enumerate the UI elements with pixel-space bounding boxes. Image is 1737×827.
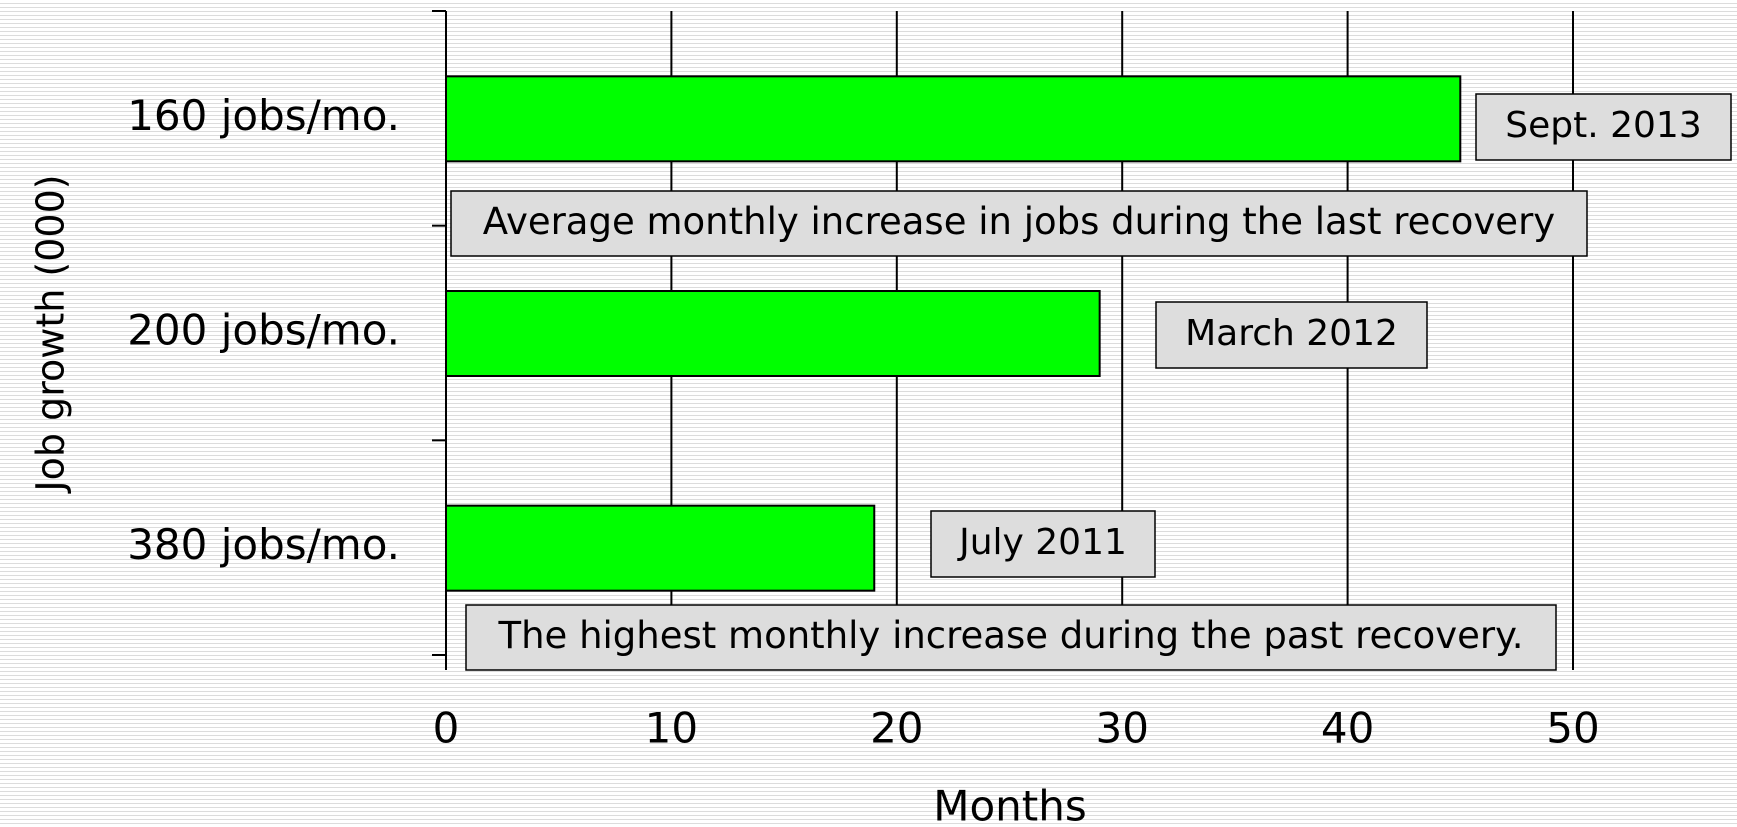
x-tick-label: 20 [870,704,923,753]
bar [445,504,876,592]
x-tick-label: 0 [433,704,460,753]
y-tick-label: 200 jobs/mo. [127,306,400,355]
x-tick-label: 10 [645,704,698,753]
x-tick-label: 40 [1321,704,1374,753]
bar-label: July 2011 [957,522,1127,563]
annotation-box [450,190,1588,257]
bar [445,290,1101,377]
annotation: The highest monthly increase during the … [498,614,1524,657]
bar-label-box [1475,93,1732,161]
bar-label: March 2012 [1185,313,1398,354]
annotation: Average monthly increase in jobs during … [483,200,1555,243]
y-tick-label: 380 jobs/mo. [127,520,400,569]
bar [445,75,1462,163]
x-tick-label: 30 [1095,704,1148,753]
x-tick-label: 50 [1546,704,1599,753]
bar-label: Sept. 2013 [1505,105,1701,146]
y-axis-title: Job growth (000) [29,174,73,493]
x-axis-title: Months [933,782,1087,827]
annotation-box [465,604,1557,671]
bar-label-box [1155,301,1428,369]
y-tick-label: 160 jobs/mo. [127,91,400,140]
bar-label-box [930,510,1156,578]
